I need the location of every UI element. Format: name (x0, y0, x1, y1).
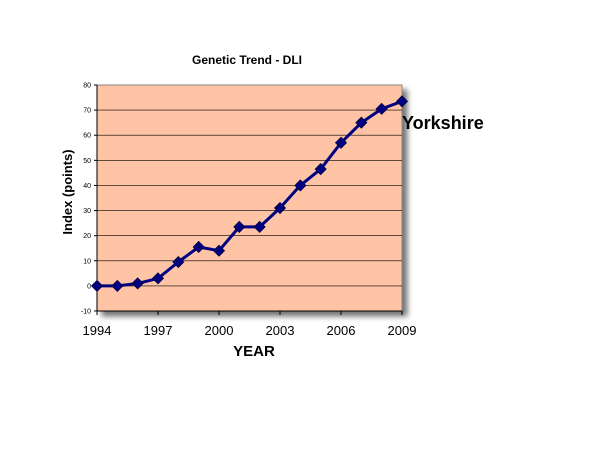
y-tick-label: 20 (83, 233, 91, 240)
data-point (334, 136, 348, 149)
x-tick-label: 2000 (205, 323, 234, 338)
data-point (294, 179, 307, 192)
y-tick-label: 10 (83, 258, 91, 265)
y-tick-label: 30 (83, 208, 91, 215)
data-point (314, 163, 327, 176)
x-axis-label: YEAR (233, 343, 275, 360)
data-point (212, 244, 226, 257)
series-layer (90, 95, 409, 292)
x-tick-label: 2003 (266, 323, 295, 338)
y-axis-label: Index (points) (60, 149, 75, 234)
data-point (233, 220, 246, 233)
data-point (151, 272, 165, 285)
chart-title: Genetic Trend - DLI (192, 53, 302, 67)
data-point (253, 220, 266, 233)
x-tick-label: 2006 (327, 323, 356, 338)
gridlines (97, 109, 402, 287)
y-tick-label: 50 (83, 158, 91, 165)
plot-area (96, 84, 403, 312)
series-label: Yorkshire (402, 113, 484, 133)
data-point (273, 201, 287, 215)
y-tick-label: 0 (87, 283, 91, 290)
y-tick-label: 80 (83, 83, 91, 90)
y-tick-label: -10 (81, 309, 91, 316)
y-tick-label: 60 (83, 133, 91, 140)
data-point (90, 279, 104, 292)
y-tick-label: 70 (83, 108, 91, 115)
x-tick-label: 1997 (144, 323, 173, 338)
data-point (395, 95, 409, 108)
data-point (111, 279, 124, 292)
x-tick-label: 2009 (388, 323, 417, 338)
x-axis-ticks: 1994 1997 2000 2003 2006 2009 (83, 311, 417, 338)
series-line (97, 99, 403, 288)
x-tick-label: 1994 (83, 323, 112, 338)
data-point (172, 255, 185, 269)
data-point (355, 116, 368, 129)
data-point (131, 277, 144, 290)
data-point (192, 240, 205, 254)
y-axis-ticks: -10 0 10 20 30 40 50 60 70 80 (81, 83, 97, 316)
data-point (375, 102, 388, 115)
y-tick-label: 40 (83, 183, 91, 190)
